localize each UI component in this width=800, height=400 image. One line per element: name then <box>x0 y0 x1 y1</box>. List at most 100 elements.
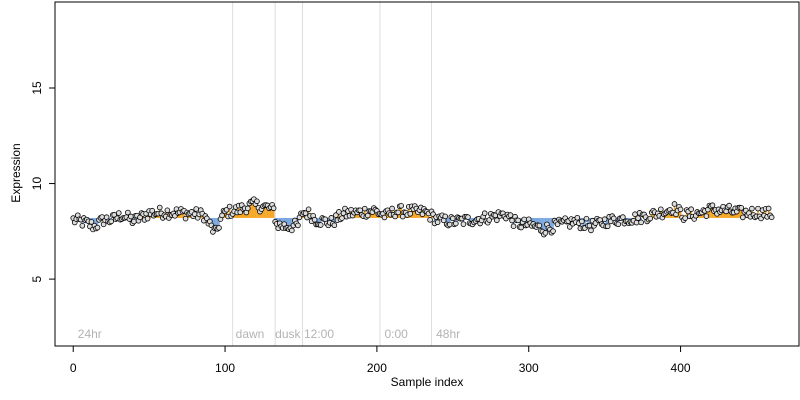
data-point <box>620 214 626 220</box>
data-point <box>709 202 716 209</box>
plot-frame <box>54 1 800 347</box>
data-point <box>450 215 456 222</box>
time-annotation: 12:00 <box>304 327 334 341</box>
time-annotation: dawn <box>236 327 265 341</box>
data-point <box>336 209 342 215</box>
data-point <box>749 205 755 212</box>
time-annotation: 48hr <box>436 327 460 341</box>
data-point <box>289 227 295 234</box>
data-point <box>542 230 549 236</box>
data-point <box>536 222 543 229</box>
data-point <box>755 205 761 212</box>
time-annotation: 24hr <box>78 327 102 341</box>
data-point <box>726 202 732 209</box>
y-tick-label: 15 <box>30 81 44 95</box>
x-tick-label: 400 <box>671 361 691 375</box>
data-point <box>226 203 233 210</box>
data-point <box>254 198 260 205</box>
y-tick-label: 10 <box>30 177 44 191</box>
data-point <box>765 205 772 212</box>
data-point <box>156 204 163 211</box>
data-point <box>688 206 694 213</box>
data-point <box>311 216 318 223</box>
data-point <box>510 223 517 229</box>
data-point <box>94 224 101 231</box>
data-point <box>339 215 345 221</box>
data-point <box>738 205 745 211</box>
data-point <box>465 214 471 220</box>
data-point <box>131 218 137 225</box>
data-point <box>149 207 155 214</box>
data-point <box>515 217 521 224</box>
x-tick-label: 300 <box>519 361 539 375</box>
data-point <box>182 215 189 222</box>
data-point <box>677 206 684 213</box>
data-point <box>586 222 593 229</box>
data-point <box>647 215 653 222</box>
data-point <box>453 220 459 227</box>
data-point <box>317 222 324 228</box>
data-point <box>638 219 644 226</box>
data-point <box>442 213 449 220</box>
time-annotation: 0:00 <box>384 327 408 341</box>
data-point <box>381 214 388 221</box>
time-marker-lines <box>232 2 433 346</box>
y-tick-label: 5 <box>30 275 44 282</box>
data-point <box>328 215 335 221</box>
data-point <box>507 212 514 218</box>
data-point <box>635 215 641 221</box>
data-point <box>125 209 131 216</box>
data-point <box>164 207 171 214</box>
data-point <box>331 222 338 229</box>
data-point <box>579 218 585 225</box>
data-point <box>682 215 688 221</box>
x-tick-label: 200 <box>367 361 387 375</box>
data-point <box>574 214 581 221</box>
data-point <box>494 217 500 224</box>
data-point <box>550 228 556 234</box>
data-point <box>427 217 433 223</box>
data-point <box>216 225 222 231</box>
y-axis-title: Expression <box>9 143 23 202</box>
data-point <box>481 210 488 217</box>
data-point <box>521 216 527 223</box>
data-point <box>407 210 414 217</box>
x-tick-label: 0 <box>70 361 77 375</box>
data-point <box>740 214 746 221</box>
data-point <box>723 208 729 215</box>
data-point <box>144 215 151 222</box>
y-axis: 5 10 15 <box>30 81 55 282</box>
data-point <box>79 222 86 229</box>
data-point <box>434 219 441 226</box>
data-points <box>70 196 775 238</box>
x-tick-label: 100 <box>215 361 235 375</box>
data-point <box>460 221 467 227</box>
data-point <box>615 221 622 228</box>
data-point <box>115 210 122 216</box>
data-point <box>357 207 363 214</box>
data-point <box>395 209 401 216</box>
data-point <box>671 201 678 207</box>
time-annotations: 24hr dawn dusk 12:00 0:00 48hr <box>78 327 460 341</box>
data-point <box>486 217 493 223</box>
data-point <box>518 224 524 231</box>
data-point <box>270 205 277 212</box>
data-point <box>588 227 594 234</box>
data-point <box>768 214 775 221</box>
data-point <box>295 222 301 229</box>
data-point <box>88 219 95 225</box>
time-annotation: dusk <box>275 327 301 341</box>
data-point <box>193 206 200 212</box>
data-point <box>108 218 114 225</box>
data-point <box>389 205 395 212</box>
data-point <box>604 223 611 230</box>
data-point <box>245 205 251 212</box>
data-point <box>305 206 312 213</box>
x-axis: 0 100 200 300 400 <box>70 346 691 375</box>
data-point <box>398 203 404 209</box>
data-point <box>703 213 710 219</box>
data-point <box>658 206 664 213</box>
data-point <box>601 216 608 223</box>
data-point <box>446 221 453 228</box>
